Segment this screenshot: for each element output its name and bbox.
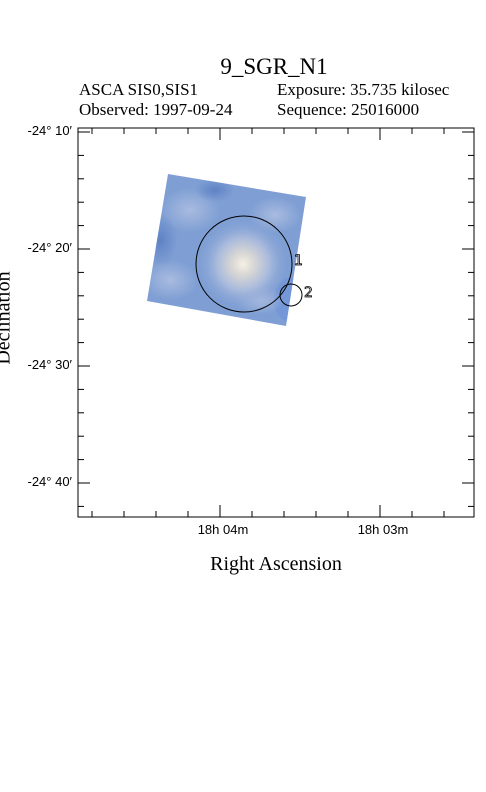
xray-image bbox=[147, 174, 306, 326]
dec-tick-label: -24° 40′ bbox=[27, 474, 73, 489]
axis-ticks bbox=[78, 128, 474, 517]
region-1-label: 1 bbox=[294, 253, 303, 269]
ra-tick-label: 18h 04m bbox=[197, 522, 249, 537]
dec-tick-label: -24° 30′ bbox=[27, 357, 73, 372]
observed-label: Observed: 1997-09-24 bbox=[79, 100, 233, 119]
instrument-label: ASCA SIS0,SIS1 bbox=[79, 80, 199, 99]
dec-tick-label: -24° 10′ bbox=[27, 123, 73, 138]
x-axis-label: Right Ascension bbox=[210, 553, 342, 575]
dec-tick-label: -24° 20′ bbox=[27, 240, 73, 255]
source-region-2 bbox=[279, 283, 303, 307]
sequence-label: Sequence: 25016000 bbox=[277, 100, 420, 119]
region-2-label: 2 bbox=[304, 285, 313, 301]
plot-title: 9_SGR_N1 bbox=[220, 54, 328, 79]
exposure-label: Exposure: 35.735 kilosec bbox=[277, 80, 450, 99]
ra-tick-label: 18h 03m bbox=[357, 522, 409, 537]
y-axis-label: Declination bbox=[0, 271, 15, 365]
source-region-1 bbox=[195, 215, 293, 313]
plot-frame bbox=[77, 127, 475, 518]
